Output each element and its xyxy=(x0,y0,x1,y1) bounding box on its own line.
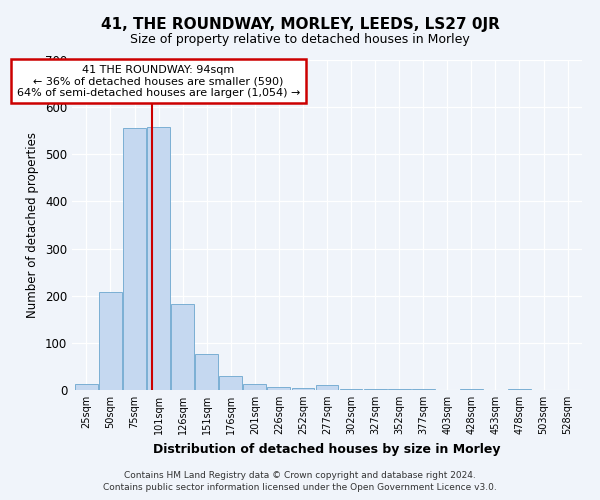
Bar xyxy=(195,354,218,390)
Text: 41, THE ROUNDWAY, MORLEY, LEEDS, LS27 0JR: 41, THE ROUNDWAY, MORLEY, LEEDS, LS27 0J… xyxy=(101,18,499,32)
Bar xyxy=(508,389,531,390)
Bar xyxy=(292,388,314,390)
Bar xyxy=(316,386,338,390)
Text: Contains HM Land Registry data © Crown copyright and database right 2024.
Contai: Contains HM Land Registry data © Crown c… xyxy=(103,471,497,492)
Bar xyxy=(364,388,386,390)
X-axis label: Distribution of detached houses by size in Morley: Distribution of detached houses by size … xyxy=(153,442,501,456)
Bar xyxy=(123,128,146,390)
Bar xyxy=(220,376,242,390)
Bar xyxy=(99,292,122,390)
Bar xyxy=(268,386,290,390)
Y-axis label: Number of detached properties: Number of detached properties xyxy=(26,132,40,318)
Bar xyxy=(340,388,362,390)
Text: 41 THE ROUNDWAY: 94sqm
← 36% of detached houses are smaller (590)
64% of semi-de: 41 THE ROUNDWAY: 94sqm ← 36% of detached… xyxy=(17,64,300,98)
Bar xyxy=(147,127,170,390)
Bar xyxy=(412,389,434,390)
Bar xyxy=(460,389,483,390)
Bar xyxy=(75,384,98,390)
Bar xyxy=(244,384,266,390)
Text: Size of property relative to detached houses in Morley: Size of property relative to detached ho… xyxy=(130,32,470,46)
Bar xyxy=(171,304,194,390)
Bar xyxy=(388,388,410,390)
